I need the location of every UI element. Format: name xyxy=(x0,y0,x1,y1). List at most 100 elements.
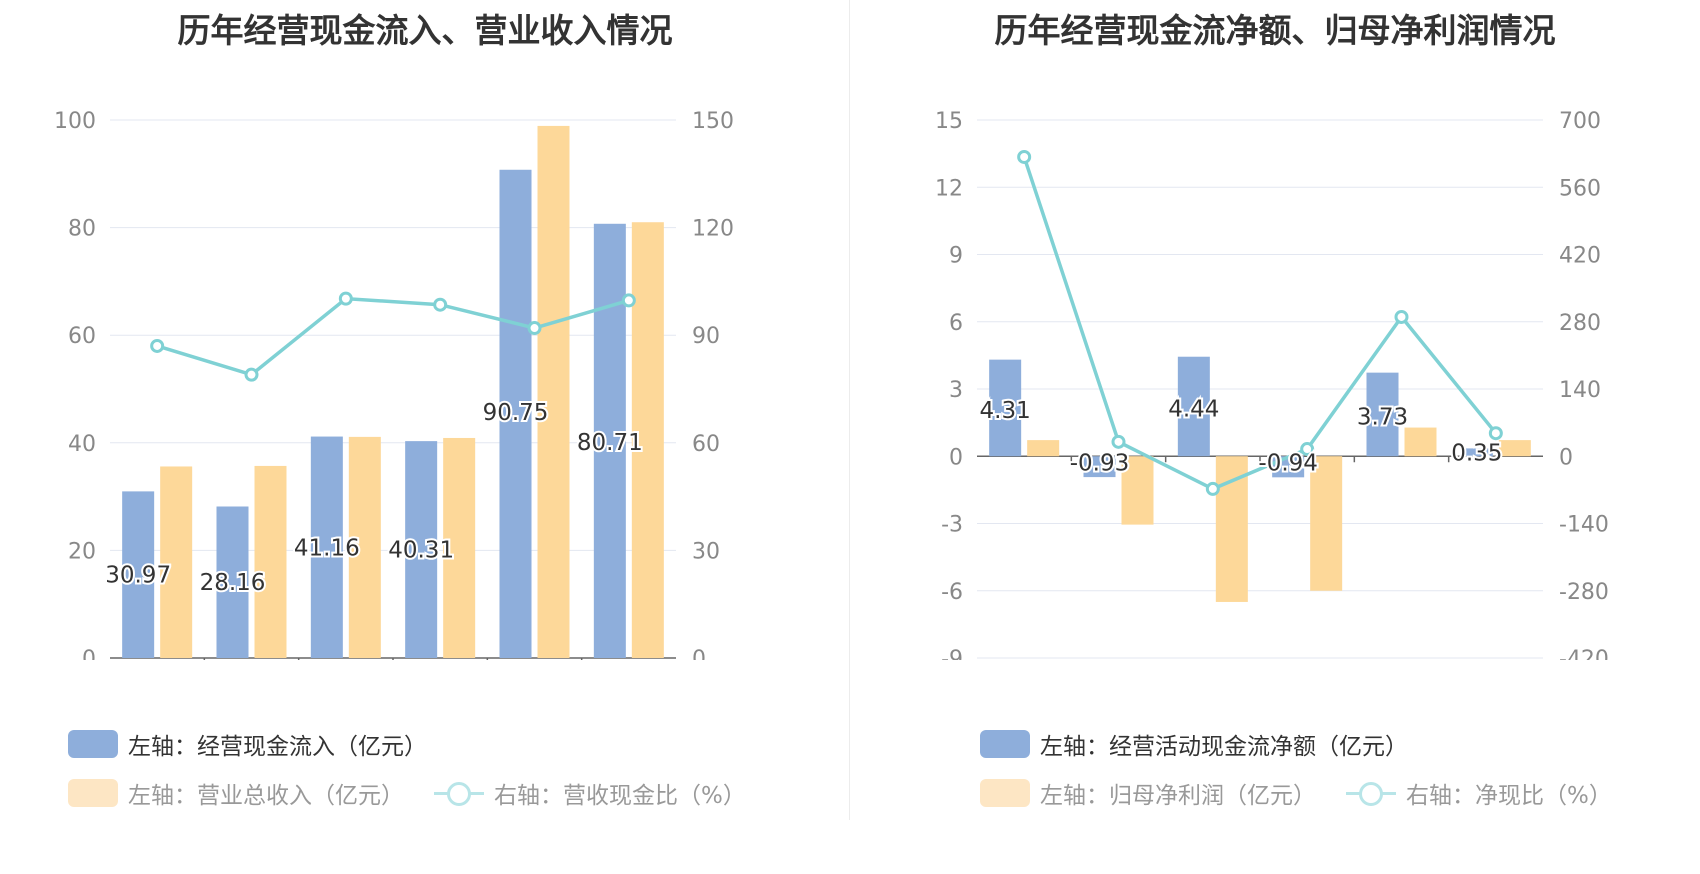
right-axis-tick-label: -140 xyxy=(1559,513,1609,538)
line-point xyxy=(244,367,259,382)
left-axis-tick-label: 3 xyxy=(949,378,963,403)
chart-plot-area: 0020304060609080120100150201820192020202… xyxy=(54,109,734,660)
bar-secondary xyxy=(1027,440,1060,457)
right-axis-tick-label: 120 xyxy=(692,217,734,242)
bar-data-label: 40.31 xyxy=(388,538,454,564)
right-axis-tick-label: -420 xyxy=(1559,647,1609,660)
bar-secondary xyxy=(254,465,287,658)
bar-data-label: 28.16 xyxy=(200,570,266,596)
line-series xyxy=(156,296,630,377)
bar-secondary xyxy=(631,222,664,658)
bar-primary xyxy=(593,223,626,658)
bar-secondary xyxy=(348,436,381,658)
left-axis-tick-label: 100 xyxy=(54,109,96,134)
left-axis-tick-label: 0 xyxy=(82,647,96,660)
bar-data-label: 80.71 xyxy=(577,430,643,456)
chart-plot-area: -9 -420 -6 -280 -3 -140 0 0 3 140 6 280 9 420 12 560 15 7… xyxy=(935,109,1609,660)
legend-label: 左轴：经营现金流入（亿元） xyxy=(128,734,427,760)
line-point xyxy=(433,297,448,312)
bar-primary xyxy=(1460,448,1493,457)
bar-secondary xyxy=(1404,427,1437,457)
line-point xyxy=(338,291,353,306)
right-axis-tick-label: 560 xyxy=(1559,176,1601,201)
bar-secondary xyxy=(1310,456,1343,591)
left-axis-tick-label: 9 xyxy=(949,244,963,269)
bar-secondary xyxy=(443,437,476,658)
line-point xyxy=(1394,309,1409,324)
legend-line-marker xyxy=(1346,779,1396,807)
line-point xyxy=(1300,442,1315,457)
left-axis-tick-label: 6 xyxy=(949,311,963,336)
bar-primary xyxy=(1083,456,1116,478)
legend-row-1: 左轴：经营活动现金流净额（亿元） xyxy=(980,726,1438,762)
right-axis-tick-label: -280 xyxy=(1559,580,1609,605)
line-point xyxy=(1017,149,1032,164)
bar-primary xyxy=(989,359,1022,457)
bar-primary xyxy=(499,169,532,658)
line-point xyxy=(150,338,165,353)
legend-line-marker xyxy=(434,779,484,807)
bar-primary xyxy=(405,441,438,658)
bar-primary xyxy=(122,491,155,658)
right-axis-tick-label: 60 xyxy=(692,432,720,457)
bar-data-label: 41.16 xyxy=(294,535,360,561)
bar-secondary xyxy=(160,466,193,658)
legend-label: 右轴：净现比（%） xyxy=(1406,783,1612,809)
legend-swatch xyxy=(68,779,118,807)
bar-data-label: -0.93 xyxy=(1070,450,1130,476)
bar-data-label: 3.73 xyxy=(1357,404,1408,430)
line-point xyxy=(527,321,542,336)
bar-data-label: 90.75 xyxy=(483,400,549,426)
left-axis-tick-label: -6 xyxy=(941,580,963,605)
bar-data-label: -0.94 xyxy=(1258,450,1318,476)
chart-title: 历年经营现金流净额、归母净利润情况 xyxy=(994,11,1556,50)
line-point xyxy=(1488,426,1503,441)
legend-label: 右轴：营收现金比（%） xyxy=(494,783,746,809)
legend-item-cash-ratio[interactable]: 右轴：营收现金比（%） xyxy=(434,776,746,810)
left-axis-tick-label: 20 xyxy=(68,539,96,564)
legend-label: 左轴：归母净利润（亿元） xyxy=(1040,783,1316,809)
legend-label: 左轴：营业总收入（亿元） xyxy=(128,783,404,809)
legend-row-2: 左轴：营业总收入（亿元） 右轴：营收现金比（%） xyxy=(68,775,776,811)
legend-swatch xyxy=(980,779,1030,807)
legend-item-cash-inflow[interactable]: 左轴：经营现金流入（亿元） xyxy=(68,727,427,761)
legend-swatch xyxy=(68,730,118,758)
bar-primary xyxy=(1177,356,1210,457)
line-point xyxy=(621,293,636,308)
bar-secondary xyxy=(537,125,570,659)
panel-divider xyxy=(849,0,850,820)
right-axis-tick-label: 0 xyxy=(1559,445,1573,470)
left-axis-tick-label: -9 xyxy=(941,647,963,660)
chart-panel-cash-inflow: 历年经营现金流入、营业收入情况 0 0 20 30 40 60 60 90 80 120 100 15… xyxy=(54,11,776,811)
right-axis-tick-label: 0 xyxy=(692,647,706,660)
bar-data-label: 0.35 xyxy=(1451,440,1502,466)
left-axis-tick-label: 15 xyxy=(935,109,963,134)
legend-row-2: 左轴：归母净利润（亿元） 右轴：净现比（%） xyxy=(980,775,1642,811)
right-axis-tick-label: 140 xyxy=(1559,378,1601,403)
legend-item-net-profit[interactable]: 左轴：归母净利润（亿元） xyxy=(980,776,1316,810)
legend-item-revenue[interactable]: 左轴：营业总收入（亿元） xyxy=(68,776,404,810)
chart-title: 历年经营现金流入、营业收入情况 xyxy=(177,11,673,50)
legend-item-net-cash[interactable]: 左轴：经营活动现金流净额（亿元） xyxy=(980,727,1408,761)
legend-row-1: 左轴：经营现金流入（亿元） xyxy=(68,726,457,762)
line-point xyxy=(1205,481,1220,496)
bar-data-label: 4.31 xyxy=(980,398,1031,424)
bar-primary xyxy=(1366,372,1399,457)
left-axis-tick-label: 40 xyxy=(68,432,96,457)
right-axis-tick-label: 150 xyxy=(692,109,734,134)
left-axis-tick-label: 60 xyxy=(68,324,96,349)
right-axis-tick-label: 280 xyxy=(1559,311,1601,336)
bar-secondary xyxy=(1498,440,1531,457)
legend-item-net-cash-ratio[interactable]: 右轴：净现比（%） xyxy=(1346,776,1612,810)
chart-panel-net-cash: 历年经营现金流净额、归母净利润情况 -9 -420 -6 -280 -3 -140 0 0 3 1… xyxy=(850,0,1700,874)
legend-swatch xyxy=(980,730,1030,758)
left-axis-tick-label: 80 xyxy=(68,217,96,242)
left-axis-tick-label: 0 xyxy=(949,445,963,470)
bar-primary xyxy=(310,436,343,658)
right-axis-tick-label: 30 xyxy=(692,539,720,564)
bar-data-label: 30.97 xyxy=(105,563,171,589)
right-axis-tick-label: 90 xyxy=(692,324,720,349)
legend-label: 左轴：经营活动现金流净额（亿元） xyxy=(1040,734,1408,760)
right-axis-tick-label: 420 xyxy=(1559,244,1601,269)
bar-data-label: 4.44 xyxy=(1168,396,1219,422)
